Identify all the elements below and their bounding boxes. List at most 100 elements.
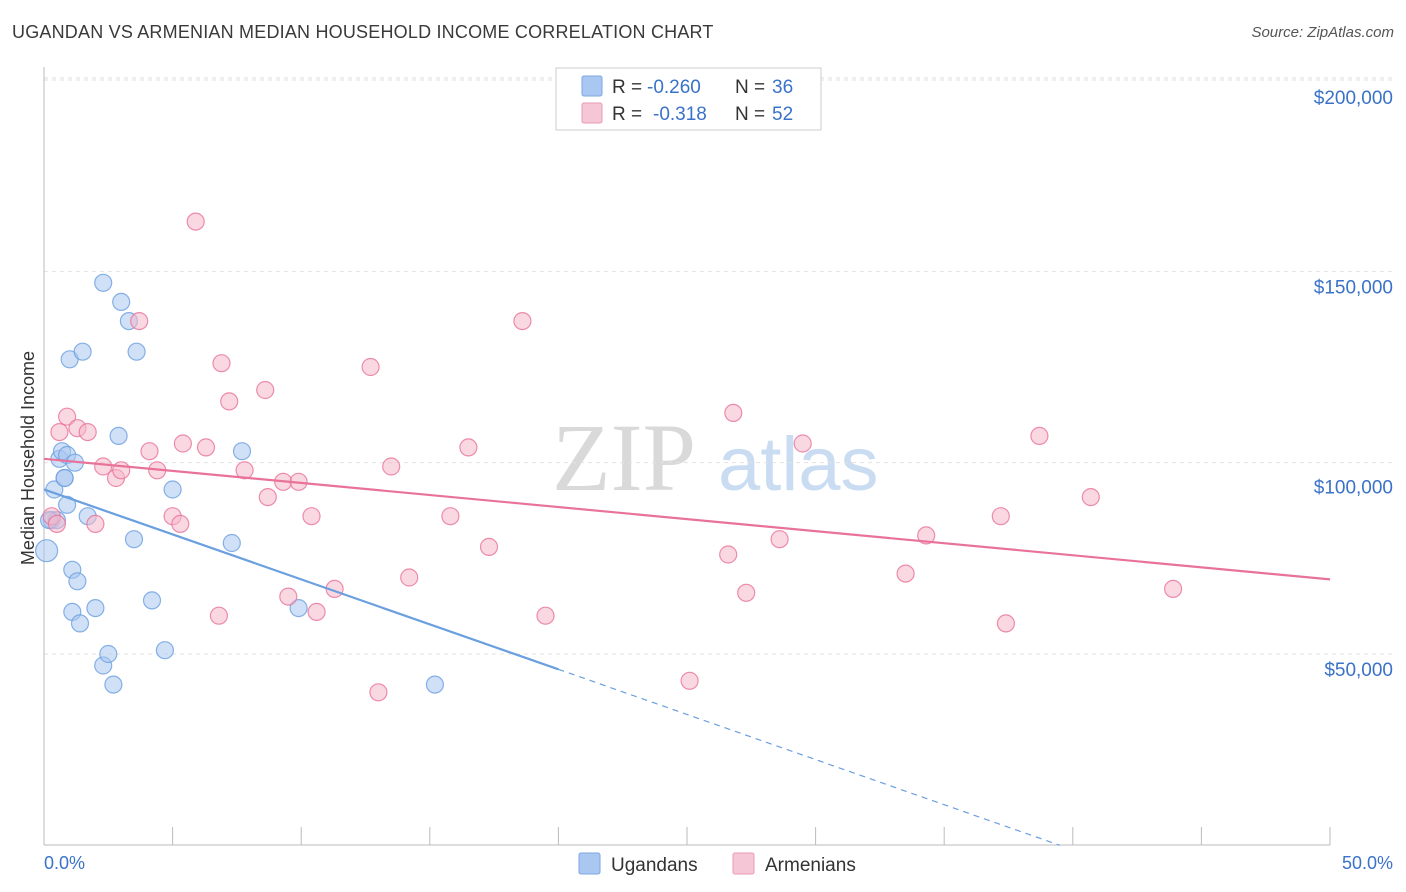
legend-n-value-1: 36 xyxy=(772,77,793,98)
legend-swatch-ugandans xyxy=(581,75,603,97)
point-armenians xyxy=(513,312,532,331)
point-armenians xyxy=(996,614,1016,633)
point-armenians xyxy=(57,407,77,426)
y-tick-label: $200,000 xyxy=(1314,88,1393,109)
point-armenians xyxy=(991,507,1010,526)
bottom-legend-swatch-armenians xyxy=(732,852,755,875)
point-armenians xyxy=(1030,426,1049,445)
point-armenians xyxy=(770,530,789,549)
point-ugandans xyxy=(127,342,146,361)
point-armenians xyxy=(1163,579,1183,599)
point-armenians xyxy=(400,568,419,587)
point-ugandans xyxy=(70,614,90,633)
legend-r-label-1: R = xyxy=(612,77,642,98)
y-tick-label: $50,000 xyxy=(1324,660,1393,681)
bottom-legend-armenians: Armenians xyxy=(765,855,856,876)
point-armenians xyxy=(220,392,239,411)
point-ugandans xyxy=(142,591,162,610)
trend-line-extension-ugandans xyxy=(558,668,1061,846)
point-armenians xyxy=(793,434,812,453)
point-armenians xyxy=(459,438,478,457)
point-armenians xyxy=(173,434,192,453)
point-ugandans xyxy=(112,292,131,311)
point-ugandans xyxy=(124,530,144,549)
point-armenians xyxy=(50,423,69,442)
point-ugandans xyxy=(99,644,118,664)
point-armenians xyxy=(680,671,699,690)
trend-line-armenians xyxy=(43,457,1331,581)
point-armenians xyxy=(737,583,756,602)
y-axis-title: Median Household Income xyxy=(18,351,38,565)
point-armenians xyxy=(361,357,380,377)
point-armenians xyxy=(724,403,743,422)
point-ugandans xyxy=(163,480,182,499)
point-armenians xyxy=(917,526,936,545)
point-armenians xyxy=(186,212,205,231)
source-label: Source: ZipAtlas.com xyxy=(1251,24,1394,41)
point-ugandans xyxy=(94,273,113,292)
point-armenians xyxy=(196,438,216,457)
point-armenians xyxy=(94,457,113,476)
point-ugandans xyxy=(109,426,128,445)
point-armenians xyxy=(47,514,67,534)
legend-r-value-2: -0.318 xyxy=(653,104,707,125)
point-ugandans xyxy=(104,675,123,694)
point-armenians xyxy=(719,545,738,564)
bottom-legend-swatch-ugandans xyxy=(578,852,601,875)
trend-lines xyxy=(43,457,1331,846)
point-armenians xyxy=(130,312,149,331)
point-armenians xyxy=(279,587,298,606)
point-ugandans xyxy=(155,641,174,660)
point-armenians xyxy=(382,457,401,476)
legend-n-label-1: N = xyxy=(735,77,765,98)
point-armenians xyxy=(536,606,555,625)
data-points xyxy=(34,212,1183,702)
point-armenians xyxy=(86,514,105,534)
gridlines xyxy=(44,77,1395,655)
chart-title: UGANDAN VS ARMENIAN MEDIAN HOUSEHOLD INC… xyxy=(12,22,714,42)
legend-r-label-2: R = xyxy=(612,104,642,125)
point-armenians xyxy=(369,683,388,702)
watermark-zip: ZIP xyxy=(552,404,696,511)
point-armenians xyxy=(302,507,321,526)
legend-box: R = -0.260 N = 36 R = -0.318 N = 52 xyxy=(555,67,822,131)
bottom-legend-ugandans: Ugandans xyxy=(611,855,698,876)
point-armenians xyxy=(1081,488,1100,507)
point-armenians xyxy=(209,606,228,625)
legend-n-label-2: N = xyxy=(735,104,765,125)
point-ugandans xyxy=(425,675,444,694)
bottom-legend: Ugandans Armenians xyxy=(578,852,856,876)
legend-n-value-2: 52 xyxy=(772,104,793,125)
point-armenians xyxy=(258,488,277,507)
point-armenians xyxy=(896,564,915,583)
point-armenians xyxy=(171,514,190,534)
point-armenians xyxy=(479,537,499,557)
point-ugandans xyxy=(34,539,59,563)
point-armenians xyxy=(235,461,254,480)
x-tick-label-min: 0.0% xyxy=(44,853,85,873)
x-tick-label-max: 50.0% xyxy=(1342,853,1393,873)
point-armenians xyxy=(78,423,97,442)
point-ugandans xyxy=(86,598,105,618)
y-tick-label: $150,000 xyxy=(1314,277,1393,298)
point-armenians xyxy=(140,442,159,461)
tick-labels: $50,000 $100,000 $150,000 $200,000 0.0% 50.0% xyxy=(44,88,1393,873)
point-armenians xyxy=(112,461,131,480)
axes xyxy=(43,67,1331,846)
watermark-atlas: atlas xyxy=(718,422,879,507)
point-armenians xyxy=(307,602,326,622)
legend-swatch-armenians xyxy=(581,102,603,124)
legend-r-value-1: -0.260 xyxy=(647,77,701,98)
point-ugandans xyxy=(289,598,308,618)
point-ugandans xyxy=(232,442,252,461)
point-ugandans xyxy=(57,495,77,514)
point-armenians xyxy=(441,507,460,526)
point-armenians xyxy=(212,354,231,373)
y-tick-label: $100,000 xyxy=(1314,478,1393,499)
point-ugandans xyxy=(73,342,92,361)
point-ugandans xyxy=(68,572,87,591)
point-ugandans xyxy=(55,468,74,488)
point-armenians xyxy=(256,380,275,400)
trend-line-ugandans xyxy=(43,488,559,671)
